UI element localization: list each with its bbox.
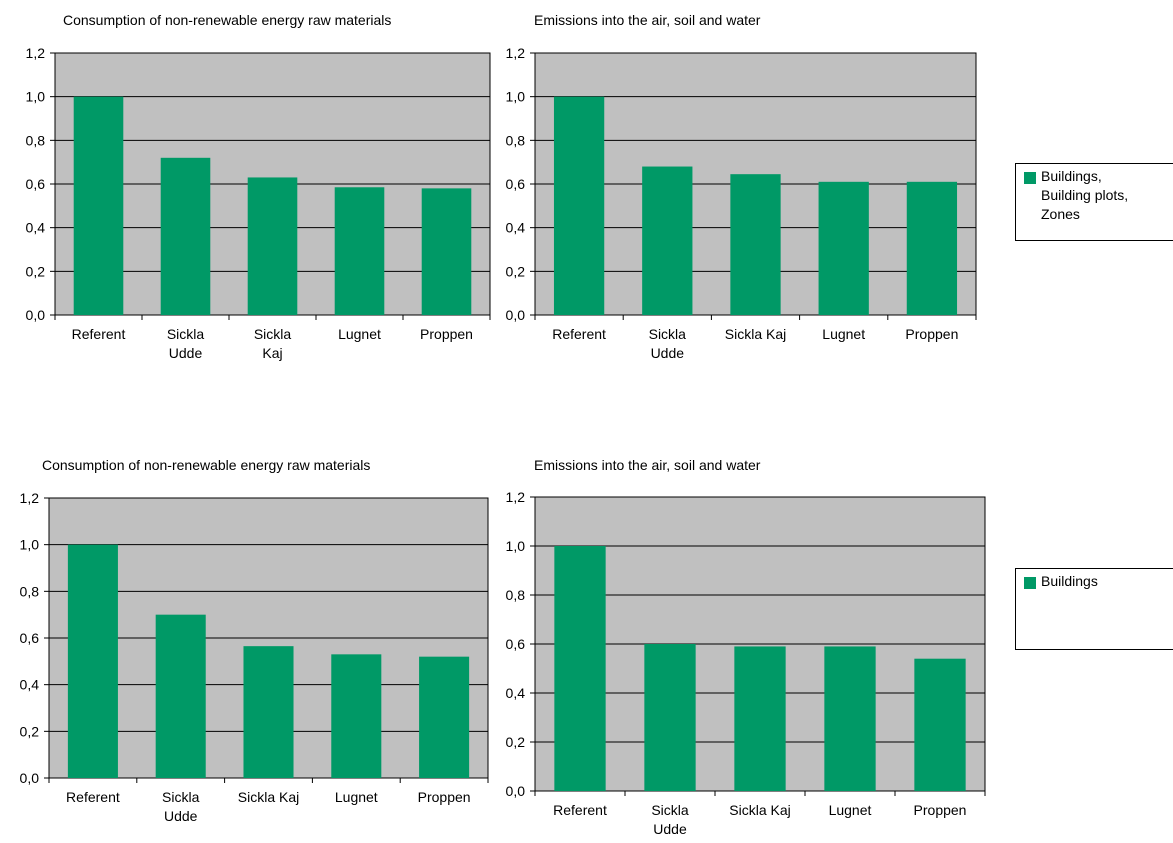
x-tick-label: Proppen: [905, 326, 958, 342]
legend-swatch: [1024, 577, 1036, 589]
x-tick-label: Sickla Udde: [649, 326, 687, 361]
y-tick-label: 0,2: [506, 263, 526, 279]
y-tick-label: 0,4: [506, 220, 526, 236]
x-tick-label: Proppen: [418, 789, 471, 805]
chart-title: Consumption of non-renewable energy raw …: [63, 12, 392, 28]
y-tick-label: 0,0: [26, 307, 46, 323]
bar: [914, 658, 966, 791]
bar: [554, 546, 606, 791]
y-tick-label: 1,2: [20, 490, 40, 506]
bar: [553, 96, 605, 316]
x-tick-label: Sickla Kaj: [725, 326, 786, 342]
chart-top-right: Emissions into the air, soil and water 0…: [480, 0, 1000, 390]
y-tick-label: 0,8: [506, 132, 526, 148]
y-tick-label: 0,8: [506, 587, 526, 603]
bar: [160, 157, 211, 315]
x-tick-label: Proppen: [914, 802, 967, 818]
bar: [247, 177, 298, 315]
bar: [155, 614, 206, 778]
chart-bottom-right: Emissions into the air, soil and water 0…: [480, 440, 1000, 840]
bar-chart-svg: 0,0 0,2 0,4 0,6 0,8 1,0 1,2 Referent Sickla Udde S…: [506, 45, 977, 361]
x-tick-label: Proppen: [420, 326, 473, 342]
x-tick-label: Lugnet: [829, 802, 872, 818]
chart-bottom-left: Consumption of non-renewable energy raw …: [0, 440, 500, 840]
bar: [734, 646, 786, 791]
chart-top-left: Consumption of non-renewable energy raw …: [0, 0, 500, 390]
x-tick-label: Sickla Udde: [167, 326, 205, 361]
x-tick-label: Referent: [72, 326, 126, 342]
bar-chart-svg: 0,0 0,2 0,4 0,6 0,8 1,0 1,2 Referent Sickla Udde S…: [20, 490, 489, 824]
x-tick-label: Lugnet: [822, 326, 865, 342]
y-tick-label: 1,0: [506, 538, 526, 554]
y-tick-label: 1,2: [506, 489, 526, 505]
bar: [824, 646, 876, 791]
x-tick-label: Sickla Udde: [651, 802, 689, 837]
y-tick-label: 0,0: [506, 307, 526, 323]
bar: [73, 96, 124, 316]
bar: [818, 181, 869, 315]
bar-chart-svg: 0,0 0,2 0,4 0,6 0,8 1,0 1,2 Referent Sickla Udde S…: [26, 45, 491, 361]
chart-title: Emissions into the air, soil and water: [534, 12, 761, 28]
x-tick-label: Referent: [66, 789, 120, 805]
bar-chart-svg: 0,0 0,2 0,4 0,6 0,8 1,0 1,2 Referent Sickla Udde S…: [506, 489, 986, 837]
x-tick-label: Referent: [552, 326, 606, 342]
y-tick-label: 1,0: [26, 89, 46, 105]
y-tick-label: 0,6: [506, 636, 526, 652]
y-tick-label: 1,0: [506, 89, 526, 105]
y-tick-label: 0,2: [506, 734, 526, 750]
y-tick-label: 0,6: [26, 176, 46, 192]
y-tick-label: 0,4: [506, 685, 526, 701]
bar: [419, 656, 470, 778]
y-tick-label: 0,2: [26, 263, 46, 279]
bar: [644, 644, 696, 791]
y-tick-label: 0,8: [26, 132, 46, 148]
legend-swatch: [1024, 172, 1036, 184]
x-tick-label: Sickla Udde: [162, 789, 200, 824]
y-tick-label: 0,6: [506, 176, 526, 192]
chart-title: Emissions into the air, soil and water: [534, 457, 761, 473]
x-tick-label: Lugnet: [338, 326, 381, 342]
x-tick-label: Lugnet: [335, 789, 378, 805]
x-tick-label: Sickla Kaj: [729, 802, 790, 818]
bar: [642, 166, 693, 315]
y-tick-label: 0,4: [26, 220, 46, 236]
bar: [906, 181, 958, 315]
bar: [730, 174, 781, 315]
bar: [331, 654, 382, 778]
legend-bottom: Buildings: [1015, 568, 1173, 650]
y-tick-label: 1,0: [20, 537, 40, 553]
y-tick-label: 1,2: [26, 45, 46, 61]
x-tick-label: Sickla Kaj: [254, 326, 292, 361]
bar: [67, 544, 118, 778]
legend-top: Buildings, Building plots, Zones: [1015, 163, 1173, 241]
y-tick-label: 0,2: [20, 723, 40, 739]
y-tick-label: 0,0: [506, 783, 526, 799]
x-tick-label: Referent: [553, 802, 607, 818]
y-tick-label: 1,2: [506, 45, 526, 61]
y-tick-label: 0,8: [20, 583, 40, 599]
y-tick-label: 0,6: [20, 630, 40, 646]
bar: [243, 646, 294, 778]
legend-label: Buildings: [1041, 573, 1098, 589]
legend-label: Buildings, Building plots, Zones: [1041, 168, 1129, 222]
bar: [421, 188, 472, 315]
y-tick-label: 0,4: [20, 677, 40, 693]
y-tick-label: 0,0: [20, 770, 40, 786]
chart-title: Consumption of non-renewable energy raw …: [42, 457, 371, 473]
x-tick-label: Sickla Kaj: [238, 789, 299, 805]
bar: [334, 187, 385, 315]
